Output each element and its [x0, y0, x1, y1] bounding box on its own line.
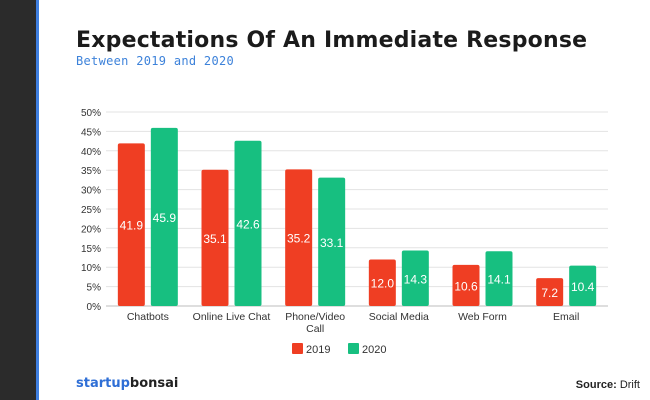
y-tick-label: 15%	[81, 244, 101, 255]
bar-2019	[285, 169, 313, 306]
brand-logo: startupbonsai	[76, 376, 178, 391]
bar-value-label: 41.9	[120, 219, 144, 233]
brand-logo-part2: bonsai	[129, 376, 179, 391]
chart-subtitle: Between 2019 and 2020	[76, 54, 235, 68]
y-tick-label: 30%	[81, 186, 101, 197]
legend-label-2019: 2019	[306, 344, 330, 356]
bar-value-label: 35.1	[203, 232, 227, 246]
bar-2020	[150, 127, 178, 307]
y-tick-label: 40%	[81, 147, 101, 158]
bar-2020	[234, 140, 262, 306]
x-tick-label: Online Live Chat	[193, 311, 271, 323]
source-label: Source:	[575, 379, 617, 391]
x-tick-label: Web Form	[458, 311, 507, 323]
y-tick-label: 25%	[81, 205, 101, 216]
left-sidebar-strip	[0, 0, 36, 400]
x-tick-label: Chatbots	[127, 311, 169, 323]
bar-2020	[569, 265, 597, 306]
bar-2019	[117, 143, 145, 306]
bar-value-label: 10.6	[454, 279, 478, 293]
bar-value-label: 10.4	[571, 280, 595, 294]
bar-value-label: 14.1	[487, 273, 511, 287]
x-tick-label: Call	[306, 323, 324, 335]
bar-value-label: 33.1	[320, 236, 344, 250]
legend-swatch-2020	[348, 343, 359, 354]
y-tick-label: 35%	[81, 166, 101, 177]
bar-2020	[485, 251, 513, 306]
bar-2019	[452, 264, 480, 306]
left-accent-line	[36, 0, 39, 400]
bar-2019	[201, 169, 229, 306]
bar-value-label: 42.6	[236, 217, 260, 231]
y-tick-label: 10%	[81, 263, 101, 274]
bar-value-label: 45.9	[153, 211, 177, 225]
y-tick-label: 5%	[87, 283, 102, 294]
x-tick-label: Phone/Video	[285, 311, 345, 323]
legend-swatch-2019	[292, 343, 303, 354]
x-tick-label: Email	[553, 311, 579, 323]
x-tick-label: Social Media	[369, 311, 429, 323]
chart-title: Expectations Of An Immediate Response	[76, 28, 588, 53]
y-tick-label: 50%	[81, 108, 101, 119]
y-tick-label: 45%	[81, 127, 101, 138]
source-note: Source: Drift	[576, 379, 640, 391]
bar-2019	[368, 259, 396, 306]
y-tick-label: 0%	[87, 302, 102, 313]
source-value: Drift	[619, 379, 640, 391]
bar-value-label: 7.2	[541, 286, 558, 300]
bar-2020	[318, 177, 346, 306]
bar-value-label: 12.0	[371, 277, 395, 291]
bar-value-label: 35.2	[287, 232, 311, 246]
y-tick-label: 20%	[81, 224, 101, 235]
bar-2019	[536, 278, 564, 306]
bar-2020	[401, 250, 429, 306]
brand-logo-part1: startup	[76, 376, 130, 391]
legend-label-2020: 2020	[362, 344, 386, 356]
bar-value-label: 14.3	[404, 272, 428, 286]
